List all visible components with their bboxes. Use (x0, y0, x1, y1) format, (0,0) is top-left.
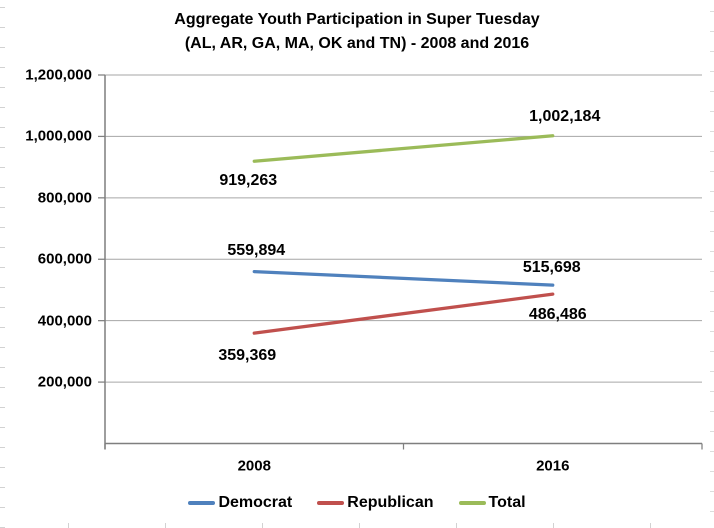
chart-legend: Democrat Republican Total (0, 494, 714, 512)
chart-title-line1: Aggregate Youth Participation in Super T… (174, 11, 540, 28)
series-line-total (252, 134, 555, 163)
data-label-democrat-2008: 559,894 (227, 241, 286, 259)
data-label-total-2008: 919,263 (219, 172, 278, 190)
legend-label-republican: Republican (347, 494, 434, 511)
data-label-total-2016: 1,002,184 (529, 107, 601, 125)
y-axis-tick-label: 200,000 (37, 373, 92, 391)
legend-label-total: Total (488, 494, 526, 511)
legend-item-total: Total (458, 494, 526, 512)
spreadsheet-column-gridline-marks-bottom (68, 523, 714, 528)
data-label-republican-2008: 359,369 (218, 347, 277, 365)
series-line-republican (252, 292, 555, 335)
chart-title-line2: (AL, AR, GA, MA, OK and TN) - 2008 and 2… (184, 35, 530, 52)
y-axis-tick-label: 400,000 (37, 312, 92, 330)
y-axis-tick-label: 600,000 (37, 250, 92, 268)
y-axis-tick-label: 1,000,000 (25, 127, 92, 145)
series-line-democrat (252, 269, 555, 287)
y-axis-tick-label: 1,200,000 (25, 66, 92, 84)
legend-line-swatch-total (458, 501, 486, 505)
data-label-democrat-2016: 515,698 (522, 259, 581, 277)
chart-title: Aggregate Youth Participation in Super T… (0, 8, 714, 56)
legend-item-republican: Republican (317, 494, 434, 512)
data-label-republican-2016: 486,486 (528, 306, 587, 324)
legend-line-swatch-republican (317, 501, 345, 505)
spreadsheet-row-gridline-marks-left (0, 7, 5, 528)
spreadsheet-row-gridline-marks-right (710, 11, 714, 528)
legend-line-swatch-democrat (188, 501, 216, 505)
x-axis-tick-label: 2008 (237, 457, 271, 475)
x-axis-tick-label: 2016 (536, 457, 570, 475)
legend-item-democrat: Democrat (188, 494, 292, 512)
y-axis-tick-label: 800,000 (37, 189, 92, 207)
legend-label-democrat: Democrat (218, 494, 293, 511)
